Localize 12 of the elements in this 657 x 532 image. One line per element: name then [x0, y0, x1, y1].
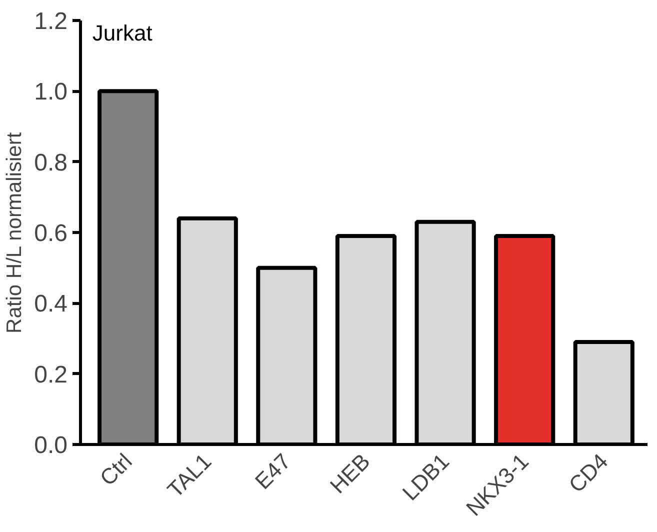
y-axis-title: Ratio H/L normalisiert	[3, 132, 26, 334]
y-tick-label: 0.8	[34, 149, 68, 176]
y-tick-label: 0.0	[34, 432, 68, 459]
chart-title: Jurkat	[92, 20, 152, 46]
y-tick-label: 1.0	[34, 78, 68, 106]
x-tick-label: E47	[250, 448, 296, 494]
y-tick-label: 0.4	[34, 290, 68, 318]
y-tick-label: 1.2	[34, 8, 68, 35]
y-tick-label: 0.2	[34, 361, 68, 388]
x-tick-label: CD4	[564, 448, 613, 498]
y-tick-label: 0.6	[34, 220, 68, 247]
x-tick-label: Ctrl	[95, 448, 137, 491]
